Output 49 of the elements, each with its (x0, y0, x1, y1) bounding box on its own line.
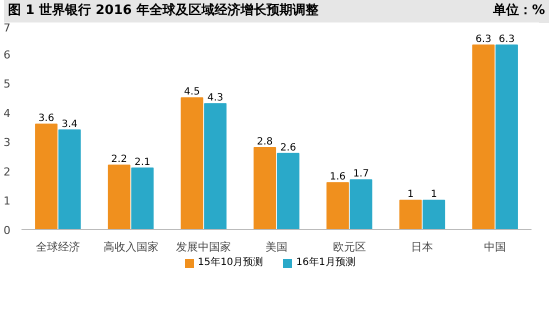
annotation: 单位：% (492, 2, 545, 20)
y-tick-label: 7 (4, 22, 10, 34)
bar (58, 129, 81, 230)
x-tick-label: 全球经济 (36, 240, 80, 254)
y-tick-label: 6 (4, 48, 10, 62)
data-label: 4.3 (207, 92, 224, 104)
legend-label: 15年10月预测 (198, 256, 264, 270)
bar (180, 97, 204, 230)
bar (108, 164, 130, 230)
y-tick-label: 5 (4, 78, 10, 91)
bar (204, 103, 227, 230)
bar (399, 200, 422, 230)
bar (35, 124, 58, 230)
legend-item: 16年1月预测 (283, 256, 356, 271)
x-tick-label: 日本 (411, 240, 434, 254)
bar (131, 168, 154, 230)
bar (254, 147, 276, 230)
data-label: 4.5 (184, 86, 200, 98)
x-tick-label: 高收入国家 (103, 240, 158, 254)
data-label: 2.2 (111, 154, 128, 166)
data-label: 6.3 (498, 34, 515, 45)
x-tick-label: 欧元区 (332, 240, 366, 254)
bar (472, 44, 495, 230)
title: 图 1 世界银行 2016 年全球及区域经济增长预期调整 (8, 2, 318, 20)
bar (350, 179, 372, 230)
y-tick-label: 2 (4, 165, 10, 178)
legend-item: 15年10月预测 (184, 256, 264, 271)
data-label: 1.6 (330, 172, 346, 183)
data-label: 1.7 (353, 168, 369, 180)
data-label: 1 (407, 189, 414, 200)
y-tick-label: 1 (4, 194, 10, 208)
x-tick-label: 发展中国家 (176, 240, 232, 254)
data-label: 2.1 (134, 157, 150, 168)
data-label: 6.3 (475, 34, 492, 45)
data-label: 3.4 (62, 118, 78, 130)
y-tick-label: 0 (4, 224, 10, 237)
y-tick-label: 4 (4, 106, 10, 120)
data-label: 2.6 (280, 142, 296, 154)
x-tick-label: 美国 (266, 240, 288, 254)
bar (422, 200, 446, 230)
data-label: 1 (430, 189, 438, 200)
bar (276, 152, 300, 230)
y-tick-label: 3 (4, 136, 10, 150)
bar (496, 44, 518, 230)
data-label: 2.8 (256, 136, 273, 148)
x-tick-label: 中国 (484, 240, 506, 254)
bar (326, 182, 349, 230)
data-label: 3.6 (38, 113, 54, 124)
legend-label: 16年1月预测 (296, 256, 356, 270)
